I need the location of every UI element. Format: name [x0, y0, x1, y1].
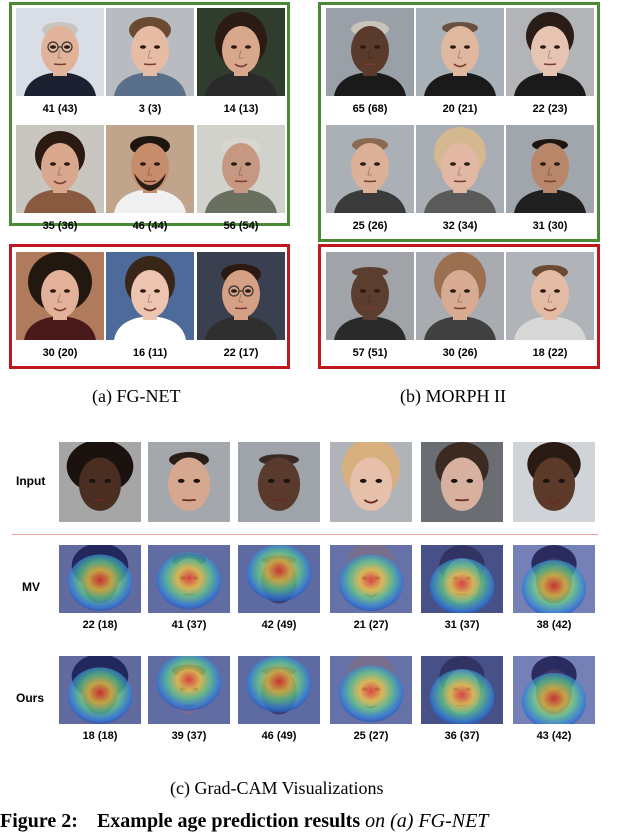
morph-label-6: 31 (30) — [532, 220, 568, 232]
morph-label-9: 18 (22) — [532, 347, 568, 359]
gradcam-ours-label-1: 18 (18) — [82, 730, 118, 742]
gradcam-input-3 — [238, 442, 320, 522]
gradcam-mv-label-5: 31 (37) — [444, 619, 480, 631]
fgnet-face-8 — [106, 252, 194, 340]
gradcam-mv-4 — [330, 545, 412, 613]
gradcam-ours-5 — [421, 656, 503, 724]
gradcam-mv-2 — [148, 545, 230, 613]
row-label-input: Input — [16, 474, 46, 488]
morph-label-8: 30 (26) — [442, 347, 478, 359]
figure-caption-italic: on (a) FG-NET — [365, 810, 489, 832]
figure-caption-lead: Figure 2: — [0, 810, 78, 832]
gradcam-mv-label-6: 38 (42) — [536, 619, 572, 631]
gradcam-ours-4 — [330, 656, 412, 724]
fgnet-face-4 — [16, 125, 104, 213]
morph-good-panel — [318, 2, 600, 242]
morph-bad-panel — [318, 244, 600, 369]
gradcam-input-4 — [330, 442, 412, 522]
morph-label-4: 25 (26) — [352, 220, 388, 232]
gradcam-ours-label-5: 36 (37) — [444, 730, 480, 742]
gradcam-ours-6 — [513, 656, 595, 724]
gradcam-mv-3 — [238, 545, 320, 613]
gradcam-mv-label-4: 21 (27) — [353, 619, 389, 631]
morph-face-3 — [506, 8, 594, 96]
gradcam-input-2 — [148, 442, 230, 522]
fgnet-face-3 — [197, 8, 285, 96]
morph-face-6 — [506, 125, 594, 213]
gradcam-input-1 — [59, 442, 141, 522]
fgnet-label-6: 56 (54) — [223, 220, 259, 232]
morph-face-5 — [416, 125, 504, 213]
morph-face-2 — [416, 8, 504, 96]
figure-caption: Figure 2: Example age prediction results… — [0, 810, 488, 833]
fgnet-label-2: 3 (3) — [138, 103, 162, 115]
gradcam-ours-3 — [238, 656, 320, 724]
fgnet-label-3: 14 (13) — [223, 103, 259, 115]
morph-face-1 — [326, 8, 414, 96]
morph-label-5: 32 (34) — [442, 220, 478, 232]
fgnet-face-1 — [16, 8, 104, 96]
morph-face-4 — [326, 125, 414, 213]
gradcam-input-5 — [421, 442, 503, 522]
fgnet-face-6 — [197, 125, 285, 213]
gradcam-ours-2 — [148, 656, 230, 724]
gradcam-mv-1 — [59, 545, 141, 613]
morph-label-2: 20 (21) — [442, 103, 478, 115]
fgnet-subcaption: (a) FG-NET — [92, 386, 181, 406]
gradcam-mv-6 — [513, 545, 595, 613]
figure-caption-bold: Example age prediction results — [96, 810, 361, 832]
morph-subcaption: (b) MORPH II — [400, 386, 506, 406]
gradcam-ours-label-6: 43 (42) — [536, 730, 572, 742]
morph-face-8 — [416, 252, 504, 340]
row-label-ours: Ours — [16, 691, 45, 705]
fgnet-bad-panel — [9, 244, 290, 369]
fgnet-face-2 — [106, 8, 194, 96]
morph-face-9 — [506, 252, 594, 340]
fgnet-label-9: 22 (17) — [223, 347, 259, 359]
gradcam-ours-1 — [59, 656, 141, 724]
gradcam-ours-label-3: 46 (49) — [261, 730, 297, 742]
gradcam-input-6 — [513, 442, 595, 522]
gradcam-mv-5 — [421, 545, 503, 613]
gradcam-ours-label-4: 25 (27) — [353, 730, 389, 742]
fgnet-face-5 — [106, 125, 194, 213]
fgnet-good-panel — [9, 2, 290, 226]
fgnet-label-8: 16 (11) — [132, 347, 168, 359]
fgnet-face-7 — [16, 252, 104, 340]
morph-label-3: 22 (23) — [532, 103, 568, 115]
fgnet-face-9 — [197, 252, 285, 340]
morph-label-1: 65 (68) — [352, 103, 388, 115]
fgnet-label-7: 30 (20) — [42, 347, 78, 359]
row-label-mv: MV — [22, 580, 40, 594]
gradcam-mv-label-1: 22 (18) — [82, 619, 118, 631]
gradcam-mv-label-3: 42 (49) — [261, 619, 297, 631]
gradcam-mv-label-2: 41 (37) — [171, 619, 207, 631]
gradcam-subcaption: (c) Grad-CAM Visualizations — [170, 778, 384, 798]
row-divider — [12, 534, 598, 535]
morph-label-7: 57 (51) — [352, 347, 388, 359]
gradcam-ours-label-2: 39 (37) — [171, 730, 207, 742]
fgnet-label-4: 35 (36) — [42, 220, 78, 232]
fgnet-label-5: 46 (44) — [132, 220, 168, 232]
morph-face-7 — [326, 252, 414, 340]
fgnet-label-1: 41 (43) — [42, 103, 78, 115]
